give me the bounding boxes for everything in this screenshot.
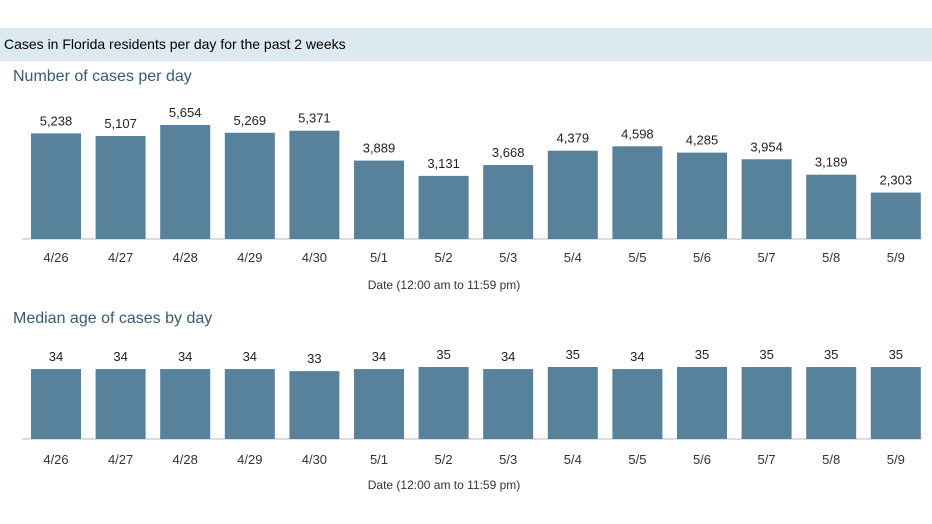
- bar-5-4: [547, 150, 598, 239]
- bar-5-7: [741, 159, 792, 239]
- data-label: 5,654: [169, 105, 202, 120]
- x-tick-label: 5/5: [628, 452, 646, 467]
- data-label: 33: [307, 351, 321, 366]
- bar-4-28: [160, 125, 211, 239]
- x-tick-label: 5/7: [758, 250, 776, 265]
- x-tick-label: 4/29: [237, 250, 262, 265]
- data-label: 35: [695, 347, 709, 362]
- bar-5-6: [677, 367, 727, 439]
- data-label: 34: [113, 349, 127, 364]
- bar-4-29: [224, 369, 275, 439]
- x-tick-label: 4/28: [173, 250, 198, 265]
- data-label: 35: [759, 347, 773, 362]
- x-tick-label: 5/8: [822, 452, 840, 467]
- x-tick-label: 5/3: [499, 250, 517, 265]
- data-label: 2,303: [880, 173, 913, 188]
- x-tick-label: 5/1: [370, 452, 388, 467]
- x-tick-label: 4/26: [43, 250, 68, 265]
- x-axis-title: Date (12:00 am to 11:59 pm): [368, 278, 521, 292]
- bar-5-3: [483, 369, 534, 439]
- bar-5-1: [354, 369, 404, 439]
- bar-4-30: [289, 130, 340, 239]
- x-tick-label: 5/2: [435, 452, 453, 467]
- data-label: 4,379: [557, 131, 590, 146]
- data-label: 34: [243, 349, 257, 364]
- bar-4-29: [224, 132, 275, 239]
- bar-5-8: [806, 174, 857, 239]
- data-label: 4,598: [621, 126, 654, 141]
- x-tick-label: 5/5: [628, 250, 646, 265]
- x-tick-label: 5/7: [758, 452, 776, 467]
- data-label: 34: [49, 349, 63, 364]
- data-label: 34: [630, 349, 644, 364]
- bar-5-2: [418, 175, 469, 239]
- data-label: 3,954: [750, 139, 783, 154]
- data-label: 5,269: [234, 113, 267, 128]
- bar-5-1: [354, 160, 404, 239]
- bar-5-4: [547, 367, 598, 439]
- data-label: 35: [889, 347, 903, 362]
- cases-chart-title: Number of cases per day: [13, 68, 192, 85]
- bar-4-26: [31, 133, 81, 239]
- data-label: 5,371: [298, 111, 331, 126]
- x-tick-label: 5/1: [370, 250, 388, 265]
- bar-5-7: [741, 367, 792, 439]
- median-age-chart: 34 4/26 34 4/27 34 4/28 34 4/29 33 4/30 34 5/1 35 5/2…: [22, 347, 922, 492]
- x-tick-label: 4/28: [173, 452, 198, 467]
- bar-4-27: [95, 369, 146, 439]
- header-bar: Cases in Florida residents per day for t…: [0, 28, 932, 61]
- x-tick-label: 5/4: [564, 452, 582, 467]
- data-label: 34: [501, 349, 515, 364]
- x-tick-label: 5/6: [693, 250, 711, 265]
- bar-5-9: [870, 367, 921, 439]
- data-label: 3,131: [427, 156, 460, 171]
- data-label: 5,107: [104, 116, 137, 131]
- bar-5-9: [870, 192, 921, 239]
- bar-5-2: [418, 367, 469, 439]
- data-label: 35: [824, 347, 838, 362]
- x-tick-label: 5/9: [887, 250, 905, 265]
- data-label: 5,238: [40, 113, 73, 128]
- bar-5-6: [677, 152, 727, 239]
- bar-4-28: [160, 369, 211, 439]
- bar-5-3: [483, 165, 534, 239]
- data-label: 3,668: [492, 145, 525, 160]
- page-title: Cases in Florida residents per day for t…: [4, 36, 346, 52]
- x-tick-label: 4/27: [108, 452, 133, 467]
- x-tick-label: 5/3: [499, 452, 517, 467]
- cases-per-day-chart: 5,238 4/26 5,107 4/27 5,654 4/28 5,269 4/29 5,37…: [22, 105, 922, 292]
- x-tick-label: 5/9: [887, 452, 905, 467]
- bar-5-5: [612, 146, 663, 239]
- median-age-chart-title: Median age of cases by day: [13, 310, 213, 327]
- x-tick-label: 4/30: [302, 452, 327, 467]
- bar-4-30: [289, 371, 340, 439]
- x-tick-label: 5/2: [435, 250, 453, 265]
- bar-5-5: [612, 369, 663, 439]
- data-label: 3,889: [363, 141, 396, 156]
- bar-4-27: [95, 136, 146, 239]
- bar-4-26: [31, 369, 81, 439]
- data-label: 34: [372, 349, 386, 364]
- data-label: 4,285: [686, 133, 719, 148]
- x-tick-label: 5/4: [564, 250, 582, 265]
- x-tick-label: 4/27: [108, 250, 133, 265]
- x-tick-label: 4/30: [302, 250, 327, 265]
- x-tick-label: 5/6: [693, 452, 711, 467]
- bar-5-8: [806, 367, 857, 439]
- data-label: 35: [566, 347, 580, 362]
- x-axis-title: Date (12:00 am to 11:59 pm): [368, 478, 521, 492]
- data-label: 34: [178, 349, 192, 364]
- x-tick-label: 4/29: [237, 452, 262, 467]
- data-label: 35: [436, 347, 450, 362]
- x-tick-label: 5/8: [822, 250, 840, 265]
- data-label: 3,189: [815, 155, 848, 170]
- x-tick-label: 4/26: [43, 452, 68, 467]
